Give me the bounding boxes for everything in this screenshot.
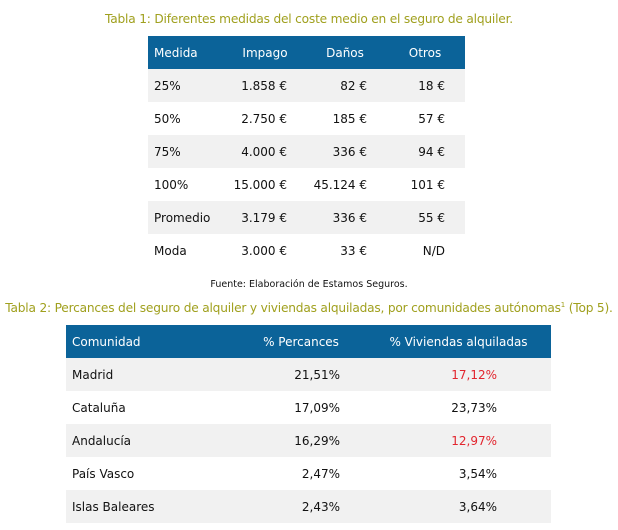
table-cell: Promedio: [148, 201, 225, 234]
table-cell: 33 €: [340, 243, 367, 258]
header-danos: Daños: [305, 36, 385, 69]
table-cell: 2.750 €: [241, 111, 287, 126]
table-cell: 3.179 €: [225, 201, 305, 234]
table-cell: Cataluña: [72, 400, 126, 415]
table-row: Andalucía 16,29% 12,97%: [66, 424, 551, 457]
header-impago: Impago: [225, 36, 305, 69]
table-cell: 15.000 €: [233, 177, 287, 192]
footnote-ref: 1: [560, 301, 566, 309]
table-row: Moda 3.000 € 33 € N/D: [148, 234, 465, 267]
table-cell: 4.000 €: [225, 135, 305, 168]
table1: Medida Impago Daños Otros 25% 1.858 €82 €…: [148, 36, 465, 267]
table-row: País Vasco 2,47% 3,54%: [66, 457, 551, 490]
table2-caption: Tabla 2: Percances del seguro de alquile…: [0, 301, 618, 315]
table-cell: 21,51%: [236, 358, 366, 391]
table-cell: 100%: [154, 177, 189, 192]
table-row: 50% 2.750 € 185 € 57 €: [148, 102, 465, 135]
table-cell: 94 €: [385, 135, 465, 168]
caption-end: (Top 5).: [565, 301, 613, 316]
table-cell: 17,12%: [366, 358, 551, 391]
table-cell: 1.858 €: [225, 69, 305, 102]
table2: Comunidad % Percances % Viviendas alquil…: [66, 325, 551, 523]
table1-header: Medida Impago Daños Otros: [148, 36, 465, 69]
table-cell: 50%: [154, 111, 181, 126]
table-row: 25% 1.858 €82 €18 €: [148, 69, 465, 102]
header-otros: Otros: [385, 36, 465, 69]
table-row: Islas Baleares 2,43% 3,64%: [66, 490, 551, 523]
table-cell: 185 €: [332, 111, 367, 126]
caption-text: Tabla 2: Percances del seguro de alquile…: [5, 301, 561, 316]
table-cell: 17,09%: [294, 400, 340, 415]
table-cell: 23,73%: [451, 400, 497, 415]
table-cell: 25%: [148, 69, 225, 102]
table-cell: 2,47%: [301, 466, 340, 481]
table-cell: Madrid: [66, 358, 236, 391]
table-cell: 16,29%: [236, 424, 366, 457]
table-cell: 12,97%: [366, 424, 551, 457]
table2-header: Comunidad % Percances % Viviendas alquil…: [66, 325, 551, 358]
table-cell: 2,43%: [236, 490, 366, 523]
table-row: Madrid 21,51% 17,12%: [66, 358, 551, 391]
table-cell: Andalucía: [66, 424, 236, 457]
table-row: 100% 15.000 € 45.124 € 101 €: [148, 168, 465, 201]
table1-caption: Tabla 1: Diferentes medidas del coste me…: [105, 12, 513, 26]
table-cell: 3.000 €: [241, 243, 287, 258]
table-cell: N/D: [422, 243, 445, 258]
table-cell: País Vasco: [72, 466, 135, 481]
table-cell: Islas Baleares: [66, 490, 236, 523]
table-row: Cataluña 17,09% 23,73%: [66, 391, 551, 424]
header-medida: Medida: [148, 36, 225, 69]
table-cell: 101 €: [410, 177, 445, 192]
table-cell: 55 €: [385, 201, 465, 234]
table-cell: Moda: [154, 243, 187, 258]
table1-source: Fuente: Elaboración de Estamos Seguros.: [210, 279, 408, 290]
header-viviendas: % Viviendas alquiladas: [366, 325, 551, 358]
table-row: Promedio 3.179 €336 €55 €: [148, 201, 465, 234]
table-cell: 336 €: [305, 201, 385, 234]
table-cell: 18 €: [385, 69, 465, 102]
table-cell: 336 €: [305, 135, 385, 168]
table-cell: 3,54%: [458, 466, 497, 481]
header-percances: % Percances: [236, 325, 366, 358]
table-cell: 57 €: [418, 111, 445, 126]
table-cell: 82 €: [305, 69, 385, 102]
table-cell: 3,64%: [366, 490, 551, 523]
table-row: 75% 4.000 €336 €94 €: [148, 135, 465, 168]
header-comunidad: Comunidad: [66, 325, 236, 358]
table-cell: 45.124 €: [313, 177, 367, 192]
table-cell: 75%: [148, 135, 225, 168]
